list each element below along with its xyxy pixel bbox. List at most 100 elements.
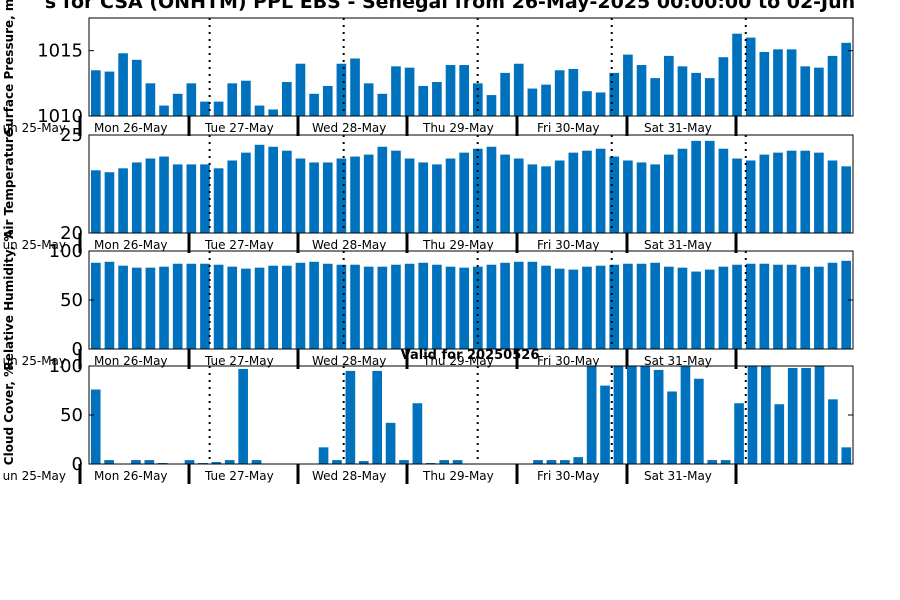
cloud-cover-bar	[627, 366, 637, 464]
cloud-cover-day-label: un 25-May	[3, 469, 66, 483]
relative-humidity-bar	[554, 268, 565, 349]
air-temperature-bar	[309, 162, 319, 233]
cloud-cover-day-label: Tue 27-May	[204, 469, 274, 483]
surface-pressure-bar	[268, 109, 278, 116]
cloud-cover-bar	[747, 366, 758, 464]
cloud-cover-bar	[586, 366, 597, 464]
cloud-cover-bar	[801, 367, 811, 464]
air-temperature-bar	[241, 152, 251, 233]
surface-pressure-day-label: Wed 28-May	[312, 121, 386, 135]
cloud-cover-bar	[560, 460, 570, 464]
air-temperature-bar	[650, 164, 660, 233]
air-temperature-bar	[486, 146, 497, 233]
surface-pressure-bar	[404, 67, 415, 116]
figure-title: s for CSA (ONHTM) PPL EBS - Senegal from…	[45, 0, 855, 13]
air-temperature-bar	[363, 154, 374, 233]
relative-humidity-ytick-label: 0	[72, 339, 83, 360]
air-temperature-bar	[377, 146, 388, 233]
relative-humidity-bar	[159, 266, 169, 349]
relative-humidity-bar	[459, 267, 469, 349]
air-temperature-bar	[677, 148, 688, 233]
surface-pressure-bar	[732, 33, 742, 116]
cloud-cover-bar	[707, 460, 718, 464]
air-temperature-bar	[322, 162, 333, 233]
cloud-cover-bar	[774, 404, 785, 464]
surface-pressure-bar	[363, 83, 374, 116]
cloud-cover-bar	[814, 366, 825, 464]
air-temperature-bar	[418, 162, 429, 233]
surface-pressure-bar	[704, 78, 715, 116]
relative-humidity-day-label: Sat 31-May	[644, 354, 712, 368]
cloud-cover-bar	[90, 389, 101, 464]
air-temperature-bar	[104, 172, 115, 233]
air-temperature-day-label: Tue 27-May	[204, 238, 274, 252]
cloud-cover-ytick-label: 0	[72, 454, 83, 475]
surface-pressure-ytick-label: 1015	[37, 41, 83, 62]
air-temperature-bar	[118, 168, 128, 233]
relative-humidity-bar	[213, 264, 224, 349]
surface-pressure-bar	[282, 82, 292, 116]
cloud-cover-bar	[372, 370, 382, 464]
relative-humidity-bar	[254, 267, 265, 349]
air-temperature-bar	[145, 158, 156, 233]
surface-pressure-bar	[145, 83, 156, 116]
surface-pressure-bar	[718, 57, 729, 116]
surface-pressure-bar	[677, 66, 688, 116]
air-temperature-bar	[391, 150, 401, 233]
relative-humidity-bar	[718, 266, 729, 349]
relative-humidity-bar	[418, 262, 429, 349]
surface-pressure-bar	[295, 63, 306, 116]
surface-pressure-bar	[200, 101, 210, 116]
surface-pressure-bar	[827, 55, 838, 116]
surface-pressure-bar	[227, 83, 238, 116]
surface-pressure-bar	[527, 88, 538, 116]
relative-humidity-bar	[800, 266, 811, 349]
air-temperature-bar	[582, 150, 592, 233]
air-temperature-bar	[827, 160, 838, 233]
air-temperature-bar	[773, 152, 783, 233]
air-temperature-axes-box	[88, 134, 854, 234]
surface-pressure-bar	[309, 93, 319, 116]
air-temperature-bar	[500, 154, 510, 233]
air-temperature-bar	[282, 150, 292, 233]
surface-pressure-day-label: un 25-May	[3, 121, 66, 135]
cloud-cover-bar	[761, 366, 771, 464]
air-temperature-bar	[186, 164, 197, 233]
surface-pressure-bar	[350, 58, 360, 116]
cloud-cover-bar	[251, 460, 262, 464]
relative-humidity-ytick-label: 100	[49, 241, 83, 262]
surface-pressure-bar	[186, 83, 197, 116]
surface-pressure-bar	[432, 82, 442, 116]
surface-pressure-bar	[541, 84, 551, 116]
air-temperature-bar	[473, 148, 483, 233]
air-temperature-bar	[595, 148, 606, 233]
relative-humidity-bar	[322, 263, 333, 349]
cloud-cover-day-label: Sat 31-May	[644, 469, 712, 483]
surface-pressure-bar	[595, 92, 606, 116]
air-temperature-bar	[554, 160, 565, 233]
relative-humidity-bar	[363, 266, 374, 349]
relative-humidity-bar	[227, 266, 238, 349]
air-temperature-bar	[131, 162, 142, 233]
relative-humidity-bar	[568, 269, 579, 349]
surface-pressure-bar	[91, 70, 101, 116]
relative-humidity-bar	[118, 265, 128, 349]
cloud-cover-bar	[238, 368, 248, 464]
surface-pressure-ylabel: Surface Pressure, m	[2, 0, 16, 135]
relative-humidity-bar	[377, 266, 388, 349]
relative-humidity-bar	[623, 263, 633, 349]
air-temperature-bar	[268, 146, 278, 233]
air-temperature-bar	[527, 164, 538, 233]
air-temperature-bar	[623, 160, 633, 233]
surface-pressure-bar	[759, 51, 770, 116]
surface-pressure-bar	[773, 49, 783, 116]
surface-pressure-ytick-label: 1010	[37, 106, 83, 127]
air-temperature-bar	[841, 166, 851, 233]
cloud-cover-bar	[452, 460, 463, 464]
relative-humidity-bar	[773, 264, 783, 349]
air-temperature-bar	[664, 154, 674, 233]
surface-pressure-day-label: Sat 31-May	[644, 121, 712, 135]
air-temperature-day-label: Mon 26-May	[94, 238, 168, 252]
relative-humidity-bar	[704, 269, 715, 349]
